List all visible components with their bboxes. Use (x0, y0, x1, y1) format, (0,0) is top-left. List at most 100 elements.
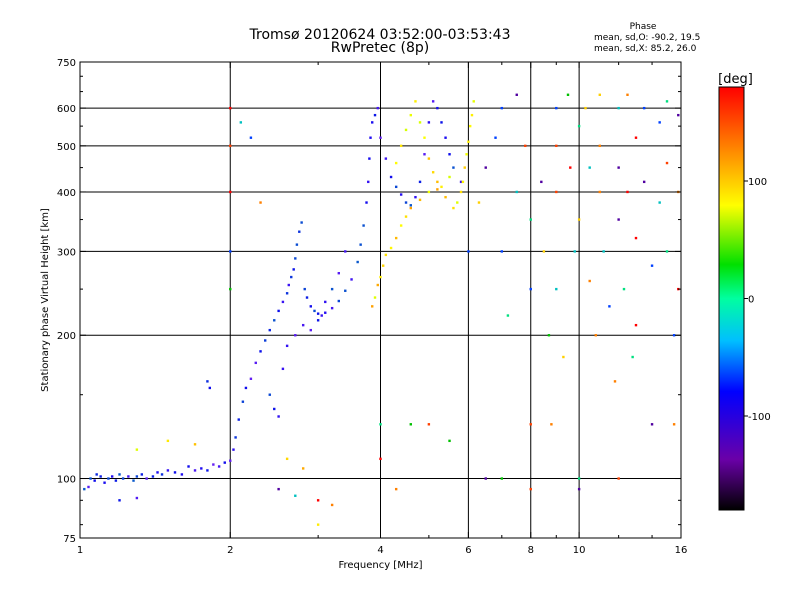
data-point-O (249, 377, 253, 380)
data-point-X (373, 296, 377, 299)
data-point-O (114, 479, 118, 482)
data-point-X (409, 113, 412, 117)
data-point-O (223, 461, 226, 464)
data-point-O (180, 473, 184, 476)
data-point-O (151, 475, 155, 478)
data-point-O (217, 465, 221, 468)
data-point-O (337, 299, 341, 303)
data-point-O (103, 481, 106, 484)
y-tick-label: 200 (57, 331, 76, 342)
data-point-X (440, 185, 443, 189)
data-point-X (414, 100, 417, 103)
data-point-X (431, 171, 435, 174)
data-point-X (470, 113, 474, 117)
data-point-O (156, 471, 159, 474)
data-point-O (369, 136, 372, 139)
data-point-O (95, 473, 98, 476)
data-point-O (436, 106, 439, 110)
data-point-noise (665, 161, 669, 165)
data-point-O (294, 334, 297, 337)
data-point-noise (658, 201, 661, 204)
data-point-noise (259, 201, 262, 204)
data-point-noise (529, 487, 532, 491)
data-point-O (427, 121, 431, 124)
data-point-noise (577, 218, 581, 221)
data-point-O (431, 100, 435, 103)
data-point-O (127, 475, 130, 478)
data-point-X (376, 283, 379, 287)
data-point-noise (484, 166, 487, 169)
data-point-noise (577, 477, 581, 480)
data-point-O (294, 257, 297, 260)
data-point-noise (650, 264, 654, 267)
data-point-noise (617, 218, 620, 221)
x-tick-label: 8 (528, 545, 534, 556)
data-point-O (440, 121, 443, 124)
data-point-O (418, 180, 422, 184)
data-point-noise (650, 423, 654, 426)
data-point-O (309, 305, 312, 308)
data-point-O (277, 415, 280, 418)
data-point-O (110, 475, 114, 478)
data-point-O (107, 477, 110, 480)
data-point-O (384, 157, 388, 160)
data-point-O (320, 314, 323, 317)
data-point-noise (658, 121, 661, 124)
data-point-noise (665, 250, 669, 253)
data-point-O (140, 473, 144, 476)
data-point-O (362, 224, 365, 227)
data-point-O (359, 243, 362, 246)
data-point-X (427, 157, 431, 160)
data-point-noise (588, 166, 591, 169)
data-point-X (467, 140, 470, 143)
data-point-X (468, 124, 472, 128)
data-point-noise (672, 423, 676, 426)
data-point-X (465, 153, 468, 156)
data-point-O (350, 278, 353, 281)
data-point-noise (506, 314, 510, 317)
data-point-X (379, 275, 382, 279)
data-point-noise (239, 121, 243, 124)
data-point-O (264, 339, 267, 342)
phase-stats-x: mean, sd,X: 85.2, 26.0 (594, 44, 697, 54)
data-point-O (298, 230, 301, 233)
data-point-O (404, 201, 408, 204)
data-point-noise (542, 250, 546, 253)
data-point-O (234, 436, 237, 439)
x-tick-label: 16 (675, 545, 688, 556)
data-point-O (241, 400, 245, 403)
data-point-noise (500, 250, 504, 253)
data-point-X (461, 180, 465, 184)
y-tick-label: 750 (57, 58, 76, 69)
data-point-noise (626, 190, 629, 194)
data-point-X (135, 448, 139, 451)
data-point-noise (427, 423, 431, 426)
data-point-O (389, 175, 393, 179)
data-point-O (368, 157, 371, 160)
data-point-X (418, 121, 422, 124)
data-point-noise (602, 250, 605, 253)
data-point-O (316, 319, 320, 322)
data-point-O (414, 195, 417, 199)
x-tick-label: 1 (77, 545, 83, 556)
data-point-noise (598, 190, 601, 194)
data-point-noise (577, 124, 581, 128)
phase-stats-o: mean, sd,O: -90.2, 19.5 (594, 33, 701, 43)
data-point-noise (577, 487, 581, 491)
data-point-noise (249, 136, 253, 139)
data-point-noise (555, 144, 558, 148)
data-point-noise (394, 487, 398, 491)
data-point-X (409, 206, 412, 210)
data-point-O (135, 496, 139, 500)
y-axis-label: Stationary phase Virtual Height [km] (40, 208, 51, 392)
data-point-noise (229, 250, 232, 253)
data-point-O (212, 463, 215, 466)
data-point-O (118, 499, 121, 502)
data-point-noise (566, 93, 570, 96)
data-point-O (145, 477, 148, 480)
data-point-X (404, 215, 408, 218)
data-point-X (452, 206, 455, 210)
data-point-O (423, 153, 426, 156)
data-point-noise (448, 439, 451, 443)
